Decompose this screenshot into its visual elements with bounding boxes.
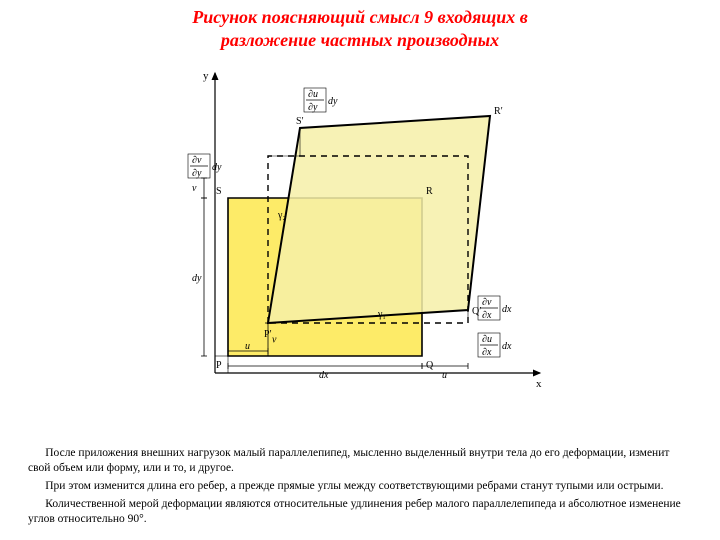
svg-text:∂v: ∂v	[192, 155, 202, 166]
svg-text:S′: S′	[296, 116, 304, 127]
svg-text:dy: dy	[328, 96, 338, 107]
svg-text:x: x	[536, 378, 542, 390]
svg-text:dy: dy	[212, 162, 222, 173]
svg-text:S: S	[216, 186, 222, 197]
svg-text:Q: Q	[426, 360, 434, 371]
svg-text:R′: R′	[494, 106, 503, 117]
svg-text:∂v: ∂v	[482, 297, 492, 308]
page-title: Рисунок поясняющий смысл 9 входящих в ра…	[0, 6, 720, 51]
svg-text:dx: dx	[319, 370, 329, 381]
svg-text:dx: dx	[502, 304, 512, 315]
figure: yxPQRSP′Q′R′S′γ₁γ₂dxdyuvuv∂u∂y dy∂v∂y dy…	[170, 58, 550, 408]
svg-text:dx: dx	[502, 341, 512, 352]
svg-text:∂y: ∂y	[192, 168, 202, 179]
svg-text:∂y: ∂y	[308, 102, 318, 113]
page: Рисунок поясняющий смысл 9 входящих в ра…	[0, 0, 720, 540]
paragraph-3: Количественной мерой деформации являются…	[28, 497, 692, 527]
svg-text:γ₁: γ₁	[377, 309, 386, 320]
svg-text:∂u: ∂u	[308, 89, 318, 100]
svg-text:v: v	[272, 335, 277, 346]
svg-text:R: R	[426, 186, 433, 197]
diagram-svg: yxPQRSP′Q′R′S′γ₁γ₂dxdyuvuv∂u∂y dy∂v∂y dy…	[170, 58, 550, 408]
title-line-1: Рисунок поясняющий смысл 9 входящих в	[192, 7, 528, 27]
body-text: После приложения внешних нагрузок малый …	[28, 446, 692, 530]
paragraph-1: После приложения внешних нагрузок малый …	[28, 446, 692, 476]
svg-text:u: u	[245, 341, 250, 352]
svg-text:γ₂: γ₂	[277, 210, 286, 221]
svg-text:u: u	[442, 370, 447, 381]
title-line-2: разложение частных производных	[221, 30, 499, 50]
svg-text:∂x: ∂x	[482, 310, 492, 321]
svg-text:P: P	[216, 360, 222, 371]
svg-text:∂u: ∂u	[482, 334, 492, 345]
svg-text:y: y	[203, 70, 209, 82]
svg-text:∂x: ∂x	[482, 347, 492, 358]
svg-text:dy: dy	[192, 273, 202, 284]
svg-text:v: v	[192, 183, 197, 194]
paragraph-2: При этом изменится длина его ребер, а пр…	[28, 479, 692, 494]
